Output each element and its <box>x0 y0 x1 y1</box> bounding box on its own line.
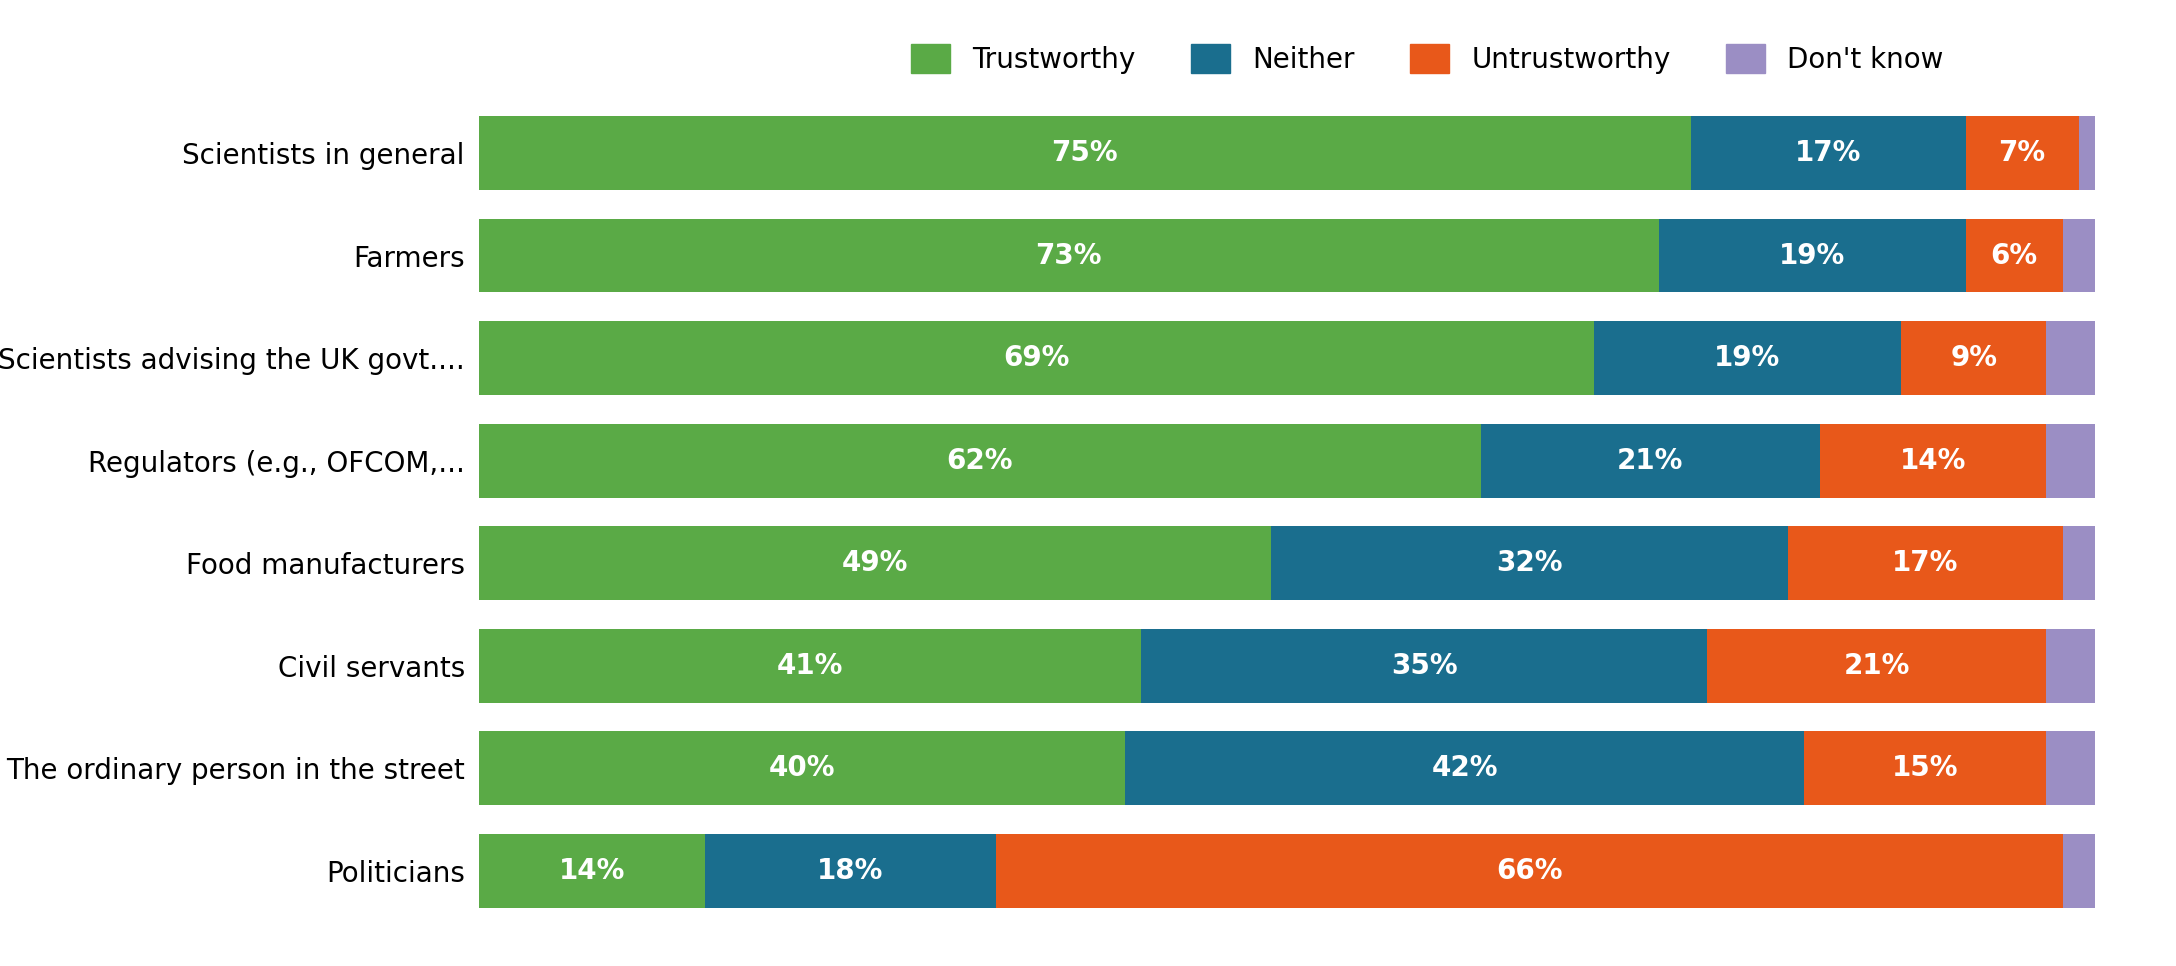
Bar <box>1965 116 2078 190</box>
Bar <box>479 731 1125 806</box>
Text: 19%: 19% <box>1780 242 1845 270</box>
Bar <box>2063 526 2095 600</box>
Text: 49%: 49% <box>842 550 907 578</box>
Bar <box>1902 322 2045 395</box>
Bar <box>479 116 1691 190</box>
Text: 18%: 18% <box>818 857 883 885</box>
Text: 41%: 41% <box>777 652 844 680</box>
Bar <box>1125 731 1804 806</box>
Bar <box>1965 218 2063 293</box>
Text: 7%: 7% <box>1998 139 2045 167</box>
Bar <box>2063 218 2095 293</box>
Text: 17%: 17% <box>1891 550 1958 578</box>
Bar <box>2045 322 2095 395</box>
Bar <box>479 218 1658 293</box>
Bar <box>479 834 705 908</box>
Text: 19%: 19% <box>1715 344 1780 372</box>
Text: 66%: 66% <box>1495 857 1562 885</box>
Bar <box>2078 116 2095 190</box>
Bar <box>2045 424 2095 497</box>
Text: 75%: 75% <box>1051 139 1118 167</box>
Text: 15%: 15% <box>1891 754 1958 782</box>
Text: 32%: 32% <box>1495 550 1562 578</box>
Bar <box>1691 116 1965 190</box>
Bar <box>1658 218 1965 293</box>
Bar <box>2045 629 2095 702</box>
Bar <box>1819 424 2045 497</box>
Bar <box>2045 731 2095 806</box>
Bar <box>479 322 1593 395</box>
Bar <box>1271 526 1789 600</box>
Text: 73%: 73% <box>1036 242 1101 270</box>
Bar <box>1142 629 1706 702</box>
Text: 21%: 21% <box>1617 446 1684 474</box>
Bar <box>479 526 1271 600</box>
Bar <box>1804 731 2045 806</box>
Text: 6%: 6% <box>1991 242 2037 270</box>
Text: 14%: 14% <box>1900 446 1967 474</box>
Text: 40%: 40% <box>768 754 836 782</box>
Bar <box>1789 526 2063 600</box>
Text: 14%: 14% <box>559 857 625 885</box>
Text: 21%: 21% <box>1843 652 1911 680</box>
Bar <box>2063 834 2095 908</box>
Bar <box>997 834 2063 908</box>
Text: 17%: 17% <box>1795 139 1860 167</box>
Bar <box>479 424 1480 497</box>
Text: 69%: 69% <box>1003 344 1068 372</box>
Text: 9%: 9% <box>1950 344 1998 372</box>
Text: 35%: 35% <box>1390 652 1458 680</box>
Bar <box>1706 629 2045 702</box>
Text: 62%: 62% <box>947 446 1014 474</box>
Legend: Trustworthy, Neither, Untrustworthy, Don't know: Trustworthy, Neither, Untrustworthy, Don… <box>912 44 1943 73</box>
Bar <box>479 629 1142 702</box>
Text: 42%: 42% <box>1432 754 1497 782</box>
Bar <box>1593 322 1902 395</box>
Bar <box>1480 424 1819 497</box>
Bar <box>705 834 997 908</box>
